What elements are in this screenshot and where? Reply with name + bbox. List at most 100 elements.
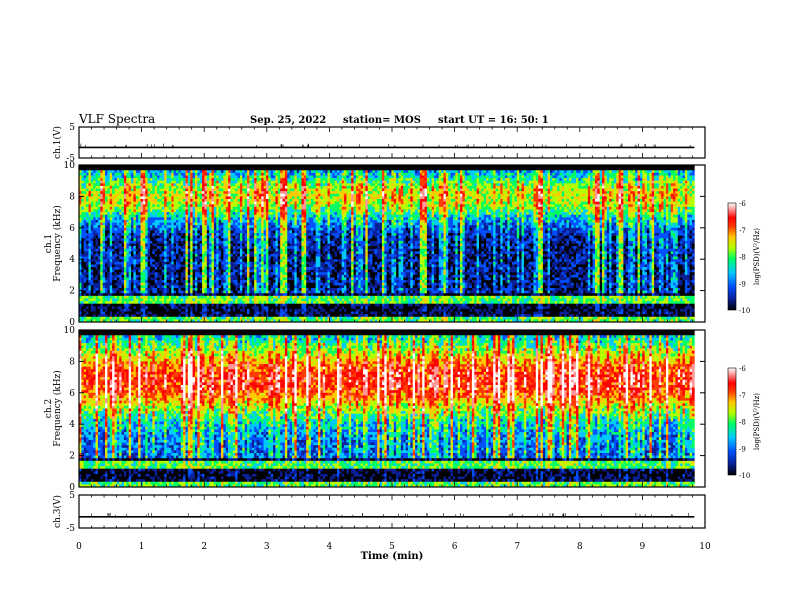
spectrogram-cell (266, 317, 269, 320)
spectrogram-cell (238, 217, 241, 220)
spectrogram-cell (252, 178, 255, 181)
spectrogram-cell (219, 220, 222, 223)
spectrogram-cell (141, 293, 144, 296)
spectrogram-cell (100, 270, 103, 273)
spectrogram-cell (202, 194, 205, 197)
spectrogram-cell (171, 207, 174, 210)
spectrogram-cell (216, 309, 219, 312)
spectrogram-cell (169, 259, 172, 262)
spectrogram-cell (261, 270, 264, 273)
spectrogram-cell (235, 181, 238, 184)
spectrogram-cell (235, 262, 238, 265)
spectrogram-cell (252, 251, 255, 254)
spectrogram-cell (122, 280, 125, 283)
spectrogram-cell (183, 257, 186, 260)
spectrogram-cell (105, 225, 108, 228)
spectrogram-cell (249, 207, 252, 210)
spectrogram-cell (81, 207, 84, 210)
spectrogram-cell (216, 191, 219, 194)
spectrogram-cell (200, 283, 203, 286)
spectrogram-cell (150, 168, 153, 171)
spectrogram-cell (119, 194, 122, 197)
spectrogram-cell (230, 278, 233, 281)
spectrogram-cell (233, 298, 236, 301)
spectrogram-cell (245, 223, 248, 226)
spectrogram-cell (178, 178, 181, 181)
spectrogram-cell (261, 244, 264, 247)
spectrogram-cell (112, 191, 115, 194)
spectrogram-cell (122, 257, 125, 260)
spectrogram-cell (103, 304, 106, 307)
spectrogram-cell (171, 306, 174, 309)
spectrogram-cell (169, 314, 172, 317)
spectrogram-cell (252, 170, 255, 173)
spectrogram-cell (164, 241, 167, 244)
spectrogram-cell (233, 207, 236, 210)
spectrogram-cell (91, 259, 94, 262)
spectrogram-cell (150, 183, 153, 186)
spectrogram-cell (164, 202, 167, 205)
spectrogram-cell (88, 225, 91, 228)
spectrogram-cell (264, 223, 267, 226)
spectrogram-cell (240, 246, 243, 249)
spectrogram-cell (148, 301, 151, 304)
spectrogram-cell (167, 183, 170, 186)
spectrogram-cell (212, 199, 215, 202)
spectrogram-cell (148, 225, 151, 228)
spectrogram-cell (98, 196, 101, 199)
spectrogram-cell (219, 272, 222, 275)
spectrogram-cell (254, 196, 257, 199)
spectrogram-cell (110, 278, 113, 281)
spectrogram-cell (126, 212, 129, 215)
spectrogram-cell (81, 209, 84, 212)
spectrogram-cell (204, 212, 207, 215)
spectrogram-cell (233, 267, 236, 270)
spectrogram-cell (202, 270, 205, 273)
spectrogram-cell (119, 296, 122, 299)
spectrogram-cell (186, 220, 189, 223)
spectrogram-cell (131, 262, 134, 265)
spectrogram-cell (148, 215, 151, 218)
spectrogram-cell (138, 246, 141, 249)
spectrogram-cell (247, 194, 250, 197)
spectrogram-cell (105, 168, 108, 171)
spectrogram-cell (88, 251, 91, 254)
spectrogram-cell (254, 275, 257, 278)
spectrogram-cell (131, 168, 134, 171)
spectrogram-cell (162, 238, 165, 241)
spectrogram-cell (240, 254, 243, 257)
spectrogram-cell (190, 207, 193, 210)
spectrogram-cell (219, 270, 222, 273)
spectrogram-cell (261, 194, 264, 197)
spectrogram-cell (84, 175, 87, 178)
spectrogram-cell (221, 168, 224, 171)
spectrogram-cell (245, 254, 248, 257)
spectrogram-cell (115, 175, 118, 178)
spectrogram-cell (252, 199, 255, 202)
spectrogram-cell (223, 212, 226, 215)
spectrogram-cell (233, 296, 236, 299)
spectrogram-cell (228, 254, 231, 257)
spectrogram-cell (238, 259, 241, 262)
spectrogram-cell (209, 278, 212, 281)
spectrogram-cell (126, 280, 129, 283)
spectrogram-cell (126, 272, 129, 275)
spectrogram-cell (88, 217, 91, 220)
spectrogram-cell (186, 204, 189, 207)
spectrogram-cell (119, 278, 122, 281)
spectrogram-cell (167, 272, 170, 275)
spectrogram-cell (112, 181, 115, 184)
spectrogram-cell (169, 181, 172, 184)
spectrogram-cell (233, 288, 236, 291)
spectrogram-cell (169, 264, 172, 267)
spectrogram-cell (214, 191, 217, 194)
spectrogram-cell (88, 293, 91, 296)
spectrogram-cell (228, 264, 231, 267)
spectrogram-cell (117, 241, 120, 244)
spectrogram-cell (200, 202, 203, 205)
spectrogram-cell (268, 209, 271, 212)
spectrogram-cell (252, 196, 255, 199)
spectrogram-cell (214, 254, 217, 257)
spectrogram-cell (167, 257, 170, 260)
spectrogram-cell (86, 194, 89, 197)
